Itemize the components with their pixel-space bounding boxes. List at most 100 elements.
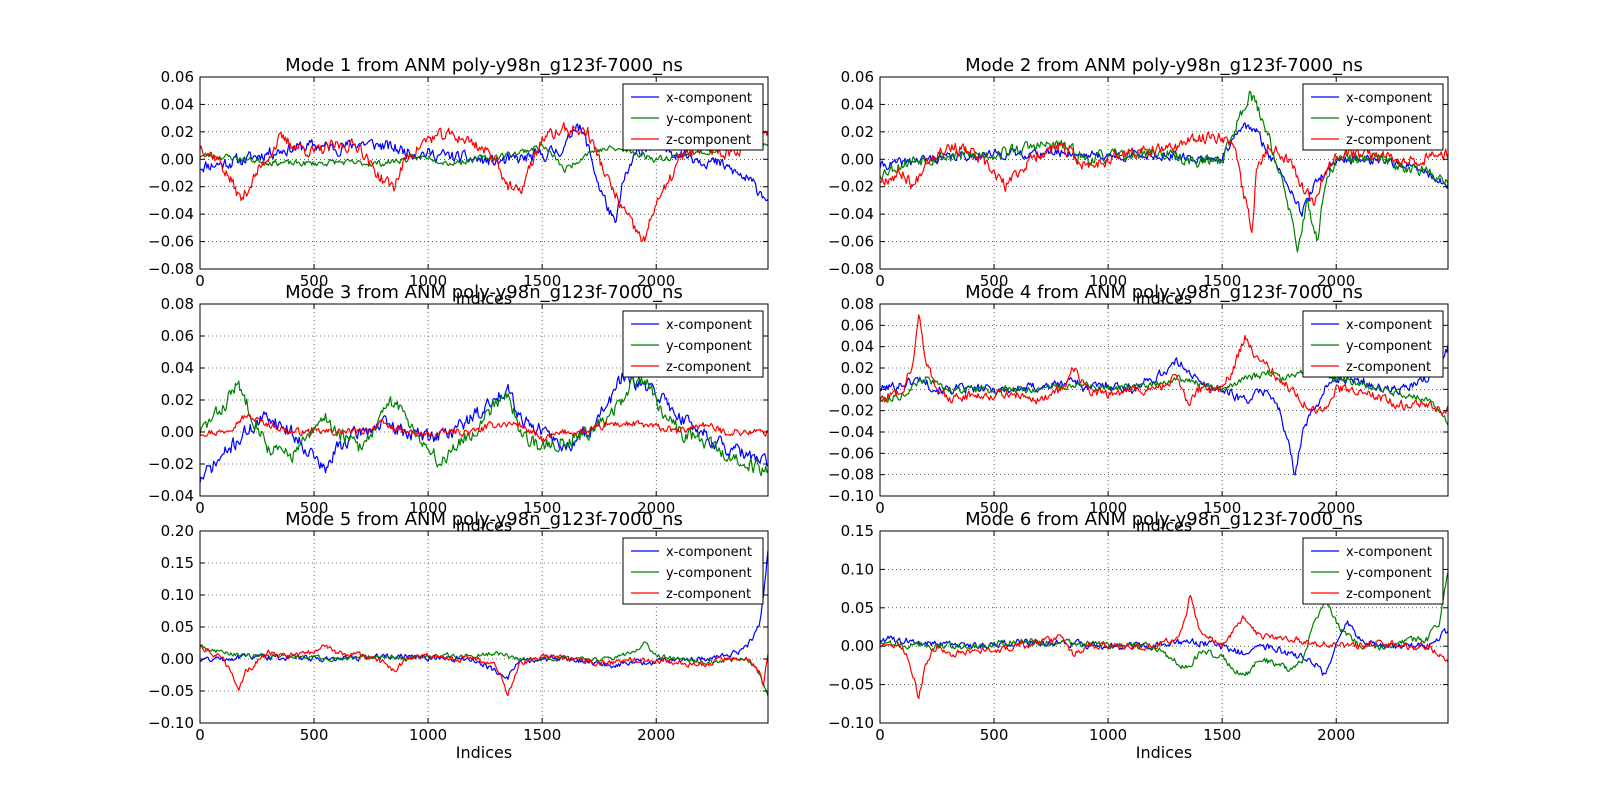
legend-label: z-component [666, 587, 751, 602]
y-tick-label: 0.20 [161, 522, 194, 540]
legend: x-component y-component z-component [622, 83, 764, 151]
series-group [880, 314, 1448, 476]
x-tick-label: 0 [875, 726, 885, 744]
series-line-y-component [880, 366, 1448, 426]
y-tick-label: 0.15 [161, 554, 194, 572]
x-tick-label: 1000 [409, 272, 447, 290]
legend-label: x-component [666, 318, 752, 333]
series-line-x-component [200, 371, 768, 484]
y-tick-label: 0.10 [161, 586, 194, 604]
x-tick-label: 500 [300, 272, 329, 290]
y-tick-label: 0.04 [161, 95, 194, 113]
x-tick-label: 0 [195, 499, 205, 517]
y-tick-label: 0.00 [161, 423, 194, 441]
subplot-6: 0 500 1000 1500 2000 −0.10 −0.05 0.00 0.05 0.10 0.… [828, 509, 1449, 762]
chart-title: Mode 5 from ANM poly-y98n_g123f-7000_ns [285, 509, 683, 530]
legend-label: z-component [1346, 360, 1431, 375]
subplot-5: 0 500 1000 1500 2000 −0.10 −0.05 0.00 0.05 0.10 0.… [148, 509, 769, 762]
series-line-x-component [880, 122, 1448, 217]
x-tick-label: 1000 [1089, 272, 1127, 290]
y-tick-label: −0.10 [828, 714, 874, 732]
y-tick-label: 0.05 [161, 618, 194, 636]
y-tick-label: 0.00 [841, 150, 874, 168]
legend-label: y-component [666, 112, 752, 127]
x-axis-label: Indices [456, 743, 512, 762]
legend-label: x-component [1346, 545, 1432, 560]
x-tick-label: 1000 [409, 499, 447, 517]
y-tick-label: −0.04 [828, 205, 874, 223]
axes-frame [199, 76, 769, 270]
y-tick-label: 0.00 [841, 380, 874, 398]
series-line-z-component [200, 122, 768, 242]
y-tick-label: 0.04 [841, 95, 874, 113]
x-axis-label: Indices [1136, 516, 1192, 535]
x-tick-label: 500 [980, 726, 1009, 744]
x-tick-label: 1000 [409, 726, 447, 744]
x-tick-label: 0 [875, 272, 885, 290]
legend-label: x-component [1346, 318, 1432, 333]
x-tick-label: 1500 [1203, 726, 1241, 744]
series-line-x-component [880, 620, 1448, 676]
y-tick-label: 0.04 [161, 359, 194, 377]
chart-title: Mode 2 from ANM poly-y98n_g123f-7000_ns [965, 55, 1363, 76]
x-tick-label: 1500 [523, 499, 561, 517]
x-tick-label: 2000 [1317, 499, 1355, 517]
y-tick-label: −0.10 [148, 714, 194, 732]
y-tick-label: −0.10 [828, 487, 874, 505]
x-tick-label: 500 [980, 499, 1009, 517]
y-tick-label: −0.05 [148, 682, 194, 700]
legend: x-component y-component z-component [1302, 537, 1444, 605]
axes-frame [879, 76, 1449, 270]
legend-box [1302, 537, 1444, 605]
series-group [200, 550, 768, 697]
y-tick-label: −0.02 [828, 178, 874, 196]
y-tick-label: −0.06 [148, 233, 194, 251]
y-tick-label: 0.02 [841, 359, 874, 377]
subplot-1: 0 500 1000 1500 2000 −0.08 −0.06 −0.04 −0.02 0.00… [148, 55, 769, 308]
y-tick-label: −0.04 [828, 423, 874, 441]
subplot-4: 0 500 1000 1500 2000 −0.10 −0.08 −0.06 −0.04 −0.0… [828, 282, 1449, 535]
x-tick-label: 1000 [1089, 726, 1127, 744]
y-tick-label: 0.15 [841, 522, 874, 540]
chart-title: Mode 6 from ANM poly-y98n_g123f-7000_ns [965, 509, 1363, 530]
y-tick-label: 0.05 [841, 599, 874, 617]
legend-label: x-component [1346, 91, 1432, 106]
series-line-z-component [200, 413, 768, 443]
legend-label: y-component [1346, 339, 1432, 354]
y-tick-label: −0.02 [148, 455, 194, 473]
y-tick-label: 0.02 [161, 123, 194, 141]
subplot-3: 0 500 1000 1500 2000 −0.04 −0.02 0.00 0.02 0.04 0.… [148, 282, 769, 535]
x-axis-label: Indices [456, 289, 512, 308]
series-line-y-component [200, 641, 768, 697]
y-tick-label: 0.02 [161, 391, 194, 409]
x-axis-label: Indices [1136, 289, 1192, 308]
y-tick-label: 0.10 [841, 560, 874, 578]
series-line-z-component [200, 644, 768, 697]
y-tick-label: 0.06 [161, 68, 194, 86]
x-tick-label: 500 [300, 726, 329, 744]
y-tick-label: −0.08 [148, 260, 194, 278]
y-tick-label: 0.00 [161, 650, 194, 668]
legend-label: z-component [666, 360, 751, 375]
legend-label: z-component [1346, 133, 1431, 148]
y-tick-label: −0.06 [828, 444, 874, 462]
x-axis-label: Indices [1136, 743, 1192, 762]
legend-label: y-component [1346, 112, 1432, 127]
x-tick-label: 2000 [1317, 272, 1355, 290]
y-tick-label: −0.05 [828, 676, 874, 694]
x-tick-label: 500 [300, 499, 329, 517]
axes-frame [879, 303, 1449, 497]
y-tick-label: 0.06 [841, 316, 874, 334]
x-tick-label: 1500 [1203, 272, 1241, 290]
series-line-y-component [200, 375, 768, 477]
legend: x-component y-component z-component [622, 310, 764, 378]
x-tick-label: 2000 [637, 726, 675, 744]
x-tick-label: 1500 [523, 726, 561, 744]
series-line-z-component [880, 594, 1448, 700]
series-line-x-component [200, 123, 768, 224]
x-tick-label: 0 [195, 272, 205, 290]
legend-label: z-component [1346, 587, 1431, 602]
series-group [880, 90, 1448, 253]
series-line-y-component [200, 143, 768, 173]
y-tick-label: 0.04 [841, 338, 874, 356]
